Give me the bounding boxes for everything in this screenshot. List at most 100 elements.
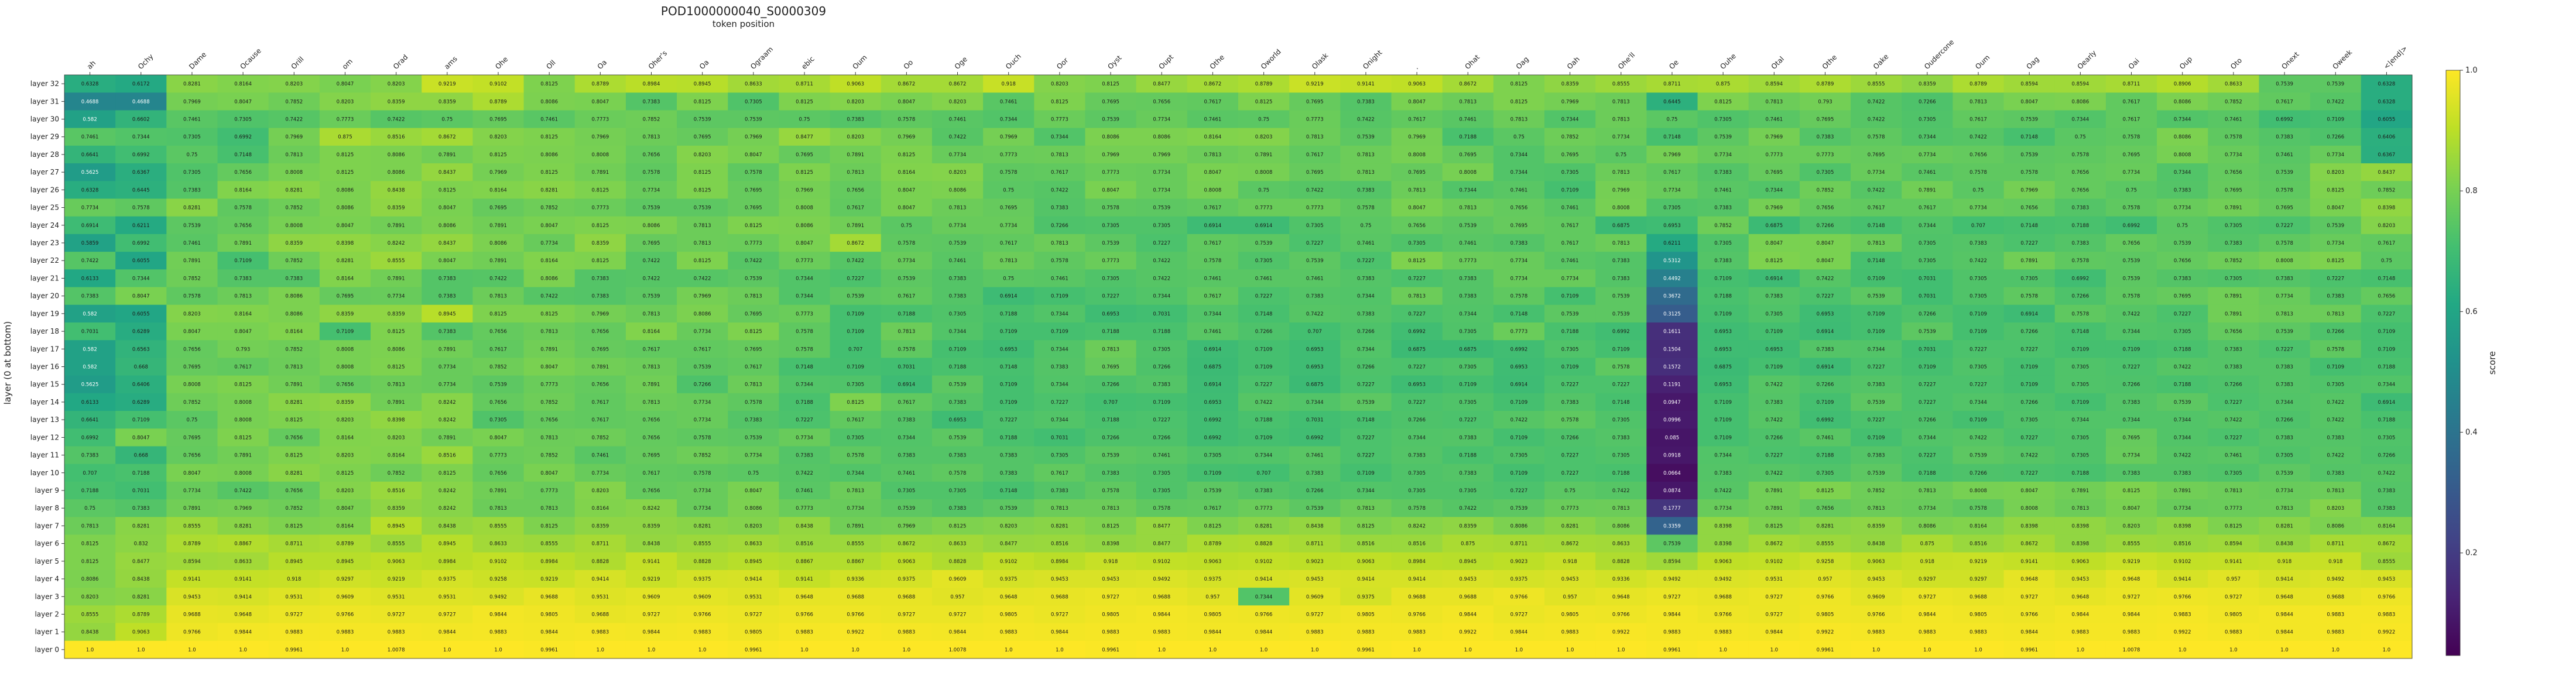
- heatmap-cell: [779, 340, 831, 358]
- cell-value-label: 0.7656: [337, 382, 354, 388]
- cell-value-label: 0.7656: [643, 417, 660, 423]
- cell-value-label: 0.7227: [1510, 488, 1528, 494]
- cell-value-label: 0.8086: [285, 311, 303, 317]
- cell-value-label: 0.9844: [643, 630, 660, 636]
- heatmap-cell: [1952, 198, 2005, 217]
- cell-value-label: 0.8125: [1510, 81, 1528, 87]
- cell-value-label: 0.9805: [1204, 612, 1222, 617]
- heatmap-cell: [64, 75, 116, 93]
- cell-value-label: 0.7695: [2276, 205, 2293, 211]
- cell-value-label: 0.7773: [1765, 152, 1783, 158]
- cell-value-label: 0.7852: [285, 506, 303, 512]
- heatmap-cell: [931, 145, 984, 164]
- heatmap-cell: [1851, 322, 1902, 341]
- cell-value-label: 0.6875: [1204, 365, 1222, 370]
- heatmap-cell: [2208, 287, 2259, 306]
- cell-value-label: 0.7031: [898, 365, 915, 370]
- cell-value-label: 0.7461: [591, 453, 609, 459]
- cell-value-label: 0.7617: [591, 400, 609, 406]
- heatmap-cell: [779, 163, 831, 181]
- cell-value-label: 0.9766: [2378, 594, 2396, 600]
- cell-value-label: 0.7109: [1204, 471, 1222, 476]
- heatmap-cell: [115, 269, 167, 288]
- cell-value-label: 0.7422: [285, 117, 303, 123]
- heatmap-cell: [1902, 145, 1953, 164]
- cell-value-label: 0.6445: [132, 187, 150, 193]
- cell-value-label: 0.7539: [1969, 453, 1987, 459]
- heatmap-cell: [1646, 198, 1698, 217]
- cell-value-label: 0.7344: [2174, 417, 2191, 423]
- heatmap-cell: [1493, 358, 1545, 376]
- heatmap-cell: [1238, 92, 1290, 111]
- cell-value-label: 0.7539: [847, 294, 864, 300]
- cell-value-label: 0.7578: [2020, 170, 2038, 176]
- cell-value-label: 0.8008: [796, 205, 813, 211]
- cell-value-label: 0.75: [1258, 187, 1269, 193]
- heatmap-cell: [728, 198, 779, 217]
- cell-value-label: 0.7305: [1663, 205, 1681, 211]
- heatmap-cell: [1493, 163, 1545, 181]
- cell-value-label: 0.7148: [1000, 365, 1018, 370]
- cell-value-label: 0.9844: [2276, 630, 2293, 636]
- heatmap-cell: [931, 216, 984, 235]
- cell-value-label: 0.7461: [81, 135, 99, 140]
- cell-value-label: 0.7734: [183, 488, 201, 494]
- cell-value-label: 0.957: [2226, 577, 2241, 582]
- cell-value-label: 0.7266: [2276, 417, 2293, 423]
- heatmap-cell: [64, 340, 116, 358]
- cell-value-label: 0.7344: [847, 471, 864, 476]
- cell-value-label: 0.8164: [540, 258, 558, 264]
- x-tick-label: Oearly: [2076, 49, 2098, 71]
- heatmap-cell: [1544, 304, 1596, 323]
- cell-value-label: 0.7734: [1919, 506, 1936, 512]
- heatmap-cell: [1340, 358, 1392, 376]
- cell-value-label: 0.7813: [234, 294, 252, 300]
- cell-value-label: 0.8047: [1765, 241, 1783, 246]
- cell-value-label: 0.7344: [1969, 400, 1987, 406]
- heatmap-cell: [983, 75, 1034, 93]
- cell-value-label: 0.7617: [489, 346, 507, 352]
- heatmap-cell: [881, 92, 933, 111]
- cell-value-label: 0.6875: [1408, 346, 1426, 352]
- heatmap-cell: [115, 128, 167, 146]
- cell-value-label: 0.6992: [1204, 417, 1222, 423]
- heatmap-cell: [2157, 128, 2208, 146]
- cell-value-label: 0.8203: [847, 135, 864, 140]
- cell-value-label: 0.7227: [2225, 400, 2242, 406]
- cell-value-label: 0.0947: [1663, 400, 1681, 406]
- cell-value-label: 0.6367: [132, 170, 150, 176]
- cell-value-label: 0.7539: [949, 435, 967, 441]
- cell-value-label: 0.7109: [1510, 400, 1528, 406]
- cell-value-label: 0.7461: [1459, 117, 1477, 123]
- heatmap-cell: [1799, 322, 1851, 341]
- cell-value-label: 0.8203: [388, 81, 405, 87]
- cell-value-label: 0.6328: [81, 81, 99, 87]
- cell-value-label: 0.8125: [285, 453, 303, 459]
- heatmap-cell: [1952, 322, 2005, 341]
- cell-value-label: 0.9414: [591, 577, 609, 582]
- cell-value-label: 0.7383: [1102, 471, 1119, 476]
- cell-value-label: 0.7539: [1612, 311, 1630, 317]
- cell-value-label: 0.6992: [2123, 223, 2140, 229]
- heatmap-cell: [2361, 75, 2413, 93]
- cell-value-label: 0.8359: [285, 241, 303, 246]
- cell-value-label: 0.8555: [694, 541, 711, 547]
- heatmap-cell: [625, 181, 677, 199]
- cell-value-label: 0.9727: [1051, 612, 1068, 617]
- cell-value-label: 0.9883: [1561, 630, 1579, 636]
- heatmap-cell: [2208, 340, 2259, 358]
- heatmap-cell: [115, 358, 167, 376]
- heatmap-cell: [1646, 92, 1698, 111]
- cell-value-label: 0.7539: [694, 365, 711, 370]
- heatmap-cell: [1952, 128, 2005, 146]
- cell-value-label: 0.8242: [388, 241, 405, 246]
- heatmap-cell: [2003, 128, 2056, 146]
- cell-value-label: 0.8086: [694, 311, 711, 317]
- heatmap-cell: [2208, 304, 2259, 323]
- heatmap-cell: [422, 269, 473, 288]
- heatmap-cell: [1851, 304, 1902, 323]
- cell-value-label: 0.9688: [1153, 594, 1170, 600]
- heatmap-cell: [779, 252, 831, 270]
- cell-value-label: 0.9102: [1765, 559, 1783, 565]
- colorbar-tick-label: 0.2: [2465, 549, 2478, 558]
